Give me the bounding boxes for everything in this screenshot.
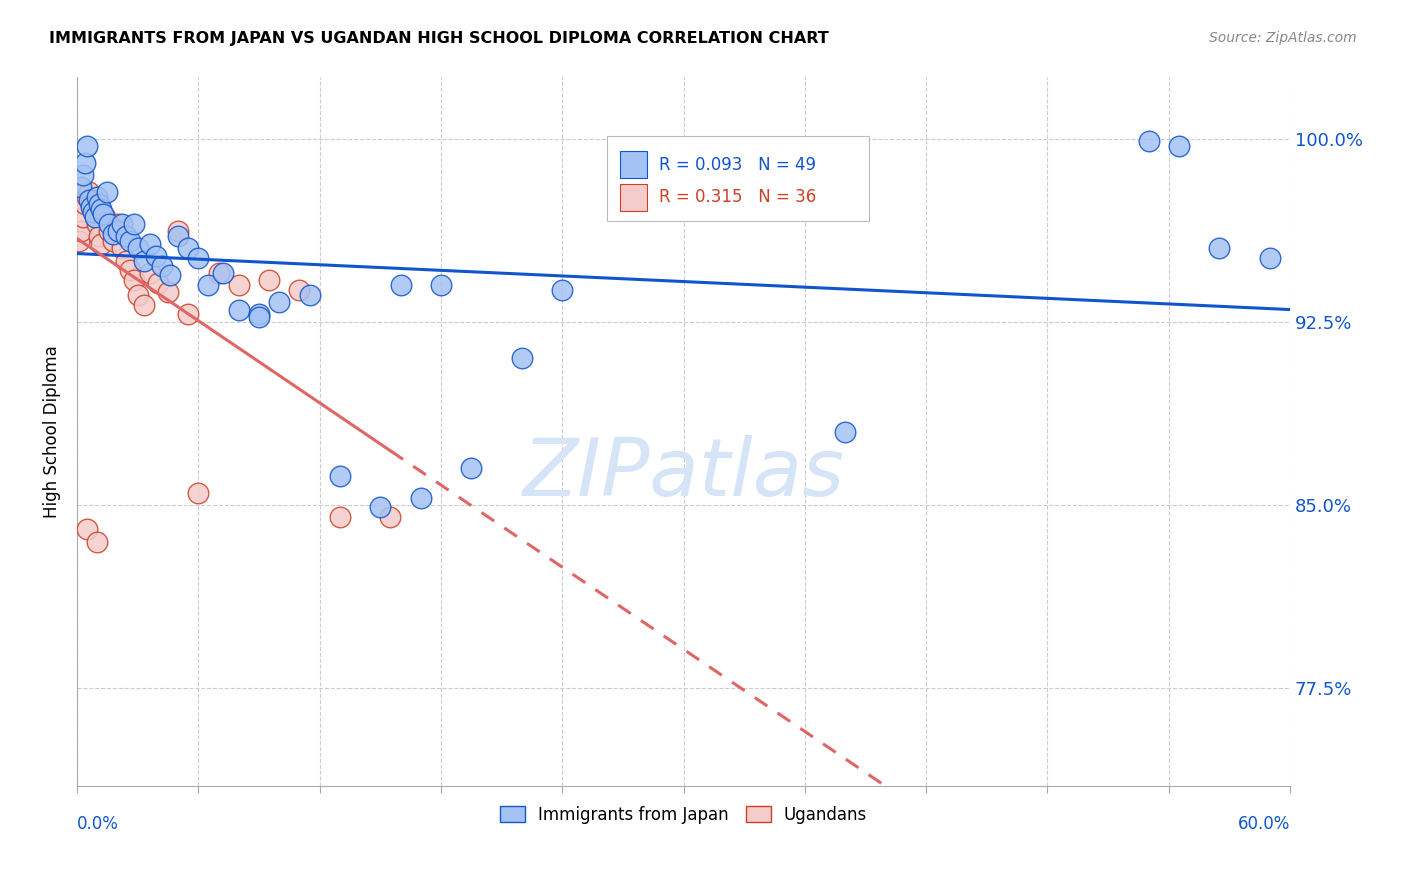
Point (207, 266, 229, 280)
Point (159, 268, 181, 283)
Point (96, 186, 118, 200)
Point (76, 190, 98, 204)
Point (127, 242, 149, 256)
Point (1167, 139, 1189, 153)
Point (177, 308, 200, 322)
Text: 0.0%: 0.0% (77, 815, 120, 833)
Point (122, 273, 145, 287)
Point (127, 288, 149, 302)
Text: R = 0.093   N = 49: R = 0.093 N = 49 (659, 155, 817, 174)
Point (1258, 252, 1281, 266)
Point (103, 234, 125, 248)
Point (187, 485, 209, 500)
Point (269, 295, 291, 310)
Point (329, 510, 352, 524)
Point (187, 252, 209, 266)
Point (89, 229, 111, 244)
Point (70, 180, 93, 194)
Point (430, 278, 453, 293)
Y-axis label: High School Diploma: High School Diploma (44, 345, 60, 518)
Point (228, 278, 250, 293)
Point (93, 207, 115, 221)
Point (197, 278, 219, 293)
Point (167, 224, 190, 238)
Point (98, 224, 121, 238)
Point (150, 259, 173, 273)
Point (82, 204, 104, 219)
Point (247, 310, 270, 324)
Point (409, 491, 432, 505)
Point (77, 193, 100, 207)
Point (1208, 242, 1230, 256)
Point (122, 217, 145, 231)
Point (72, 210, 94, 224)
Point (145, 249, 167, 263)
Point (329, 468, 352, 483)
Legend: Immigrants from Japan, Ugandans: Immigrants from Japan, Ugandans (494, 799, 873, 830)
Point (460, 461, 482, 475)
Point (90, 202, 112, 217)
Point (118, 234, 141, 248)
Point (228, 302, 250, 317)
Point (177, 242, 200, 256)
Point (82, 200, 104, 214)
Point (139, 266, 162, 280)
Point (75, 197, 97, 211)
Point (211, 266, 233, 280)
Point (288, 283, 311, 297)
FancyBboxPatch shape (607, 136, 869, 221)
Point (98, 217, 121, 231)
Point (94, 210, 117, 224)
Point (139, 236, 162, 251)
Point (110, 242, 132, 256)
Point (298, 288, 321, 302)
Text: Source: ZipAtlas.com: Source: ZipAtlas.com (1209, 31, 1357, 45)
Point (157, 285, 180, 300)
Point (551, 283, 574, 297)
Point (114, 229, 136, 244)
Point (103, 227, 125, 241)
Text: 60.0%: 60.0% (1237, 815, 1291, 833)
Point (370, 500, 392, 515)
Point (132, 298, 155, 312)
Point (132, 253, 155, 268)
Point (167, 229, 190, 244)
Point (80, 200, 103, 214)
Bar (620, 151, 647, 178)
Point (67, 234, 90, 248)
Point (389, 278, 412, 293)
Text: ZIPatlas: ZIPatlas (523, 435, 845, 513)
Point (380, 510, 402, 524)
Point (86, 217, 108, 231)
Point (77, 186, 100, 200)
Point (89, 197, 111, 211)
Point (75, 156, 97, 170)
Point (86, 190, 108, 204)
Point (84, 210, 107, 224)
Point (70, 224, 93, 238)
Point (76, 523, 98, 537)
Point (107, 224, 129, 238)
Point (72, 168, 94, 182)
Point (84, 207, 107, 221)
Point (257, 273, 280, 287)
Text: IMMIGRANTS FROM JAPAN VS UGANDAN HIGH SCHOOL DIPLOMA CORRELATION CHART: IMMIGRANTS FROM JAPAN VS UGANDAN HIGH SC… (49, 31, 830, 46)
Point (834, 425, 856, 439)
Point (90, 236, 112, 251)
Point (146, 276, 169, 290)
Bar (620, 184, 647, 211)
Point (114, 253, 136, 268)
Point (510, 351, 533, 366)
Text: R = 0.315   N = 36: R = 0.315 N = 36 (659, 188, 817, 206)
Point (86, 534, 108, 549)
Point (76, 139, 98, 153)
Point (107, 217, 129, 231)
Point (80, 193, 103, 207)
Point (118, 263, 141, 277)
Point (110, 217, 132, 231)
Point (1137, 134, 1160, 148)
Point (247, 308, 270, 322)
